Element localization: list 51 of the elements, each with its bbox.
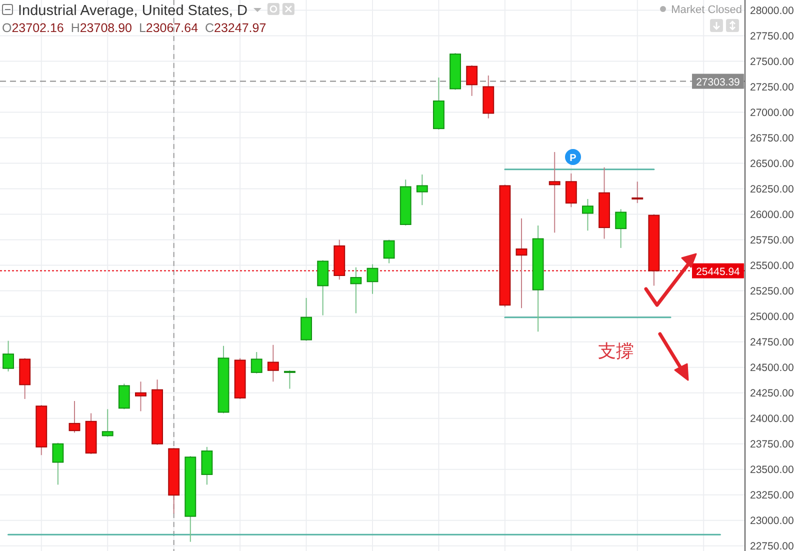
- y-tick-label: 23500.00: [750, 464, 794, 476]
- candlestick: [416, 174, 428, 206]
- y-tick-label: 26000.00: [750, 209, 794, 222]
- candlestick: [135, 381, 146, 412]
- candlestick: [582, 198, 594, 232]
- y-tick-label: 25250.00: [750, 286, 794, 298]
- y-tick-label: 23000.00: [750, 515, 794, 528]
- candlestick: [366, 264, 378, 294]
- candlestick: [466, 64, 478, 96]
- y-tick-label: 26250.00: [750, 184, 794, 196]
- candlestick: [52, 442, 64, 486]
- candlestick: [615, 208, 627, 248]
- candlestick: [68, 400, 80, 434]
- candlestick: [565, 172, 577, 208]
- y-tick-label: 27250.00: [750, 82, 794, 94]
- annotation: Market Closed: [671, 4, 742, 16]
- y-tick-label: 24500.00: [750, 362, 794, 374]
- y-tick-label: 22750.00: [750, 540, 794, 551]
- candlestick: [632, 181, 644, 204]
- y-tick-label: 25000.00: [750, 311, 794, 324]
- candlestick: [267, 344, 279, 382]
- candlestick: [516, 218, 528, 309]
- candlestick: [2, 340, 14, 372]
- ref-line-label: 27303.39: [696, 76, 740, 88]
- candlestick: [102, 408, 114, 438]
- y-tick-label: 25750.00: [750, 234, 794, 247]
- y-tick-label: 23750.00: [750, 438, 794, 451]
- y-tick-label: 27000.00: [750, 107, 794, 120]
- y-tick-label: 28000.00: [750, 5, 794, 18]
- candlestick: [250, 352, 262, 374]
- y-tick-label: 27500.00: [750, 56, 794, 68]
- candlestick: [118, 383, 130, 410]
- chart-title: Industrial Average, United States, D: [18, 3, 248, 19]
- candlestick: [201, 446, 213, 486]
- annotation: 支撐: [598, 341, 634, 362]
- annotation: P: [570, 152, 577, 164]
- y-tick-label: 24250.00: [750, 388, 794, 400]
- candlestick: [284, 370, 296, 390]
- y-tick-label: 25500.00: [750, 260, 794, 272]
- candlestick: [548, 152, 560, 234]
- y-tick-label: 23250.00: [750, 490, 794, 502]
- candlestick: [350, 266, 362, 314]
- ref-line-label: 25445.94: [696, 266, 740, 278]
- candlestick: [383, 239, 395, 264]
- y-tick-label: 24000.00: [750, 413, 794, 426]
- y-tick-label: 24750.00: [750, 336, 794, 349]
- y-tick-label: 27750.00: [750, 30, 794, 43]
- y-tick-label: 26750.00: [750, 132, 794, 145]
- y-tick-label: 26500.00: [750, 158, 794, 170]
- candlestick: [300, 297, 312, 342]
- annotation: O23702.16 H23708.90 L23067.64 C23247.97: [2, 21, 266, 35]
